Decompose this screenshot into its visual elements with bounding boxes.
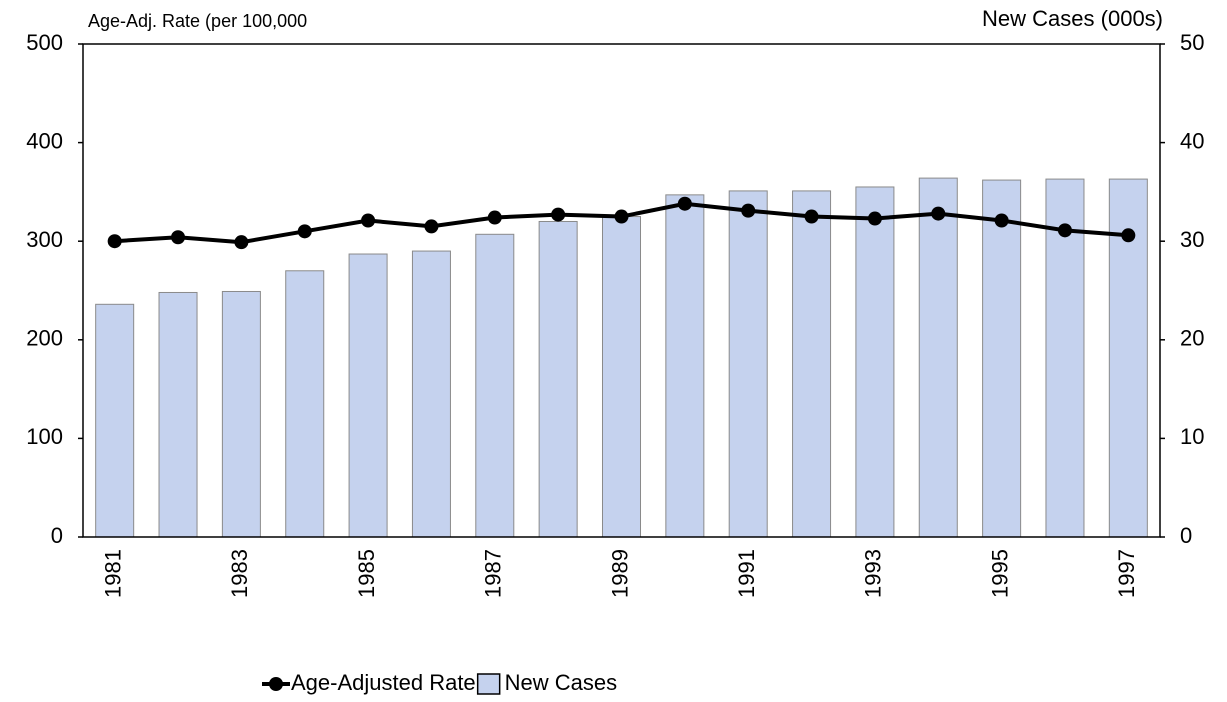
line-marker: [1057, 223, 1072, 238]
line-marker: [741, 203, 756, 218]
x-tick-label: 1983: [227, 549, 252, 598]
x-tick-label: 1989: [607, 549, 632, 598]
bar: [538, 220, 578, 538]
legend-marker: [269, 677, 283, 691]
bar: [411, 250, 451, 538]
legend-swatch: [476, 673, 501, 695]
line-marker: [107, 234, 122, 249]
line-marker: [297, 224, 312, 239]
bar: [665, 194, 705, 538]
x-tick-label: 1997: [1114, 549, 1139, 598]
bar: [348, 253, 388, 538]
bar: [728, 190, 768, 538]
legend: Age-Adjusted Rate New Cases: [262, 670, 617, 695]
x-tick-label: 1981: [100, 549, 125, 598]
y-tick-label: 400: [26, 128, 63, 153]
y2-tick-label: 40: [1180, 128, 1204, 153]
legend-label: New Cases: [505, 670, 617, 695]
bar: [158, 291, 198, 538]
bar: [982, 179, 1022, 538]
x-tick-label: 1991: [734, 549, 759, 598]
y2-tick-label: 50: [1180, 30, 1204, 55]
x-tick-label: 1985: [354, 549, 379, 598]
line-marker: [867, 211, 882, 226]
y2-tick-label: 30: [1180, 227, 1204, 252]
line-marker: [171, 230, 186, 245]
x-tick-label: 1995: [987, 549, 1012, 598]
y2-axis-title: New Cases (000s): [982, 6, 1163, 31]
bar: [792, 190, 832, 538]
line-marker: [804, 209, 819, 224]
line-marker: [487, 210, 502, 225]
line-marker: [931, 206, 946, 221]
line-marker: [677, 196, 692, 211]
y-tick-label: 300: [26, 227, 63, 252]
line-marker: [551, 207, 566, 222]
line-marker: [614, 209, 629, 224]
y2-tick-label: 20: [1180, 326, 1204, 351]
x-tick-label: 1993: [861, 549, 886, 598]
bar: [475, 233, 515, 538]
line-marker: [424, 219, 439, 234]
bar: [1045, 178, 1085, 538]
y2-tick-label: 0: [1180, 523, 1192, 548]
y-tick-label: 0: [51, 523, 63, 548]
y-axis-title: Age-Adj. Rate (per 100,000: [88, 11, 307, 31]
bar: [95, 303, 135, 538]
bar: [601, 216, 642, 538]
y-tick-label: 100: [26, 424, 63, 449]
line-marker: [1121, 228, 1136, 243]
legend-label: Age-Adjusted Rate: [291, 670, 476, 695]
y2-tick-label: 10: [1180, 424, 1204, 449]
line-marker: [361, 213, 376, 228]
plot-frame: [82, 43, 1161, 538]
y-tick-label: 500: [26, 30, 63, 55]
line-marker: [994, 213, 1009, 228]
line-marker: [234, 235, 249, 250]
bar: [918, 177, 958, 538]
bar: [285, 270, 325, 538]
x-tick-label: 1987: [481, 549, 506, 598]
y-tick-label: 200: [26, 326, 63, 351]
bar: [221, 290, 261, 538]
bar: [855, 186, 895, 538]
